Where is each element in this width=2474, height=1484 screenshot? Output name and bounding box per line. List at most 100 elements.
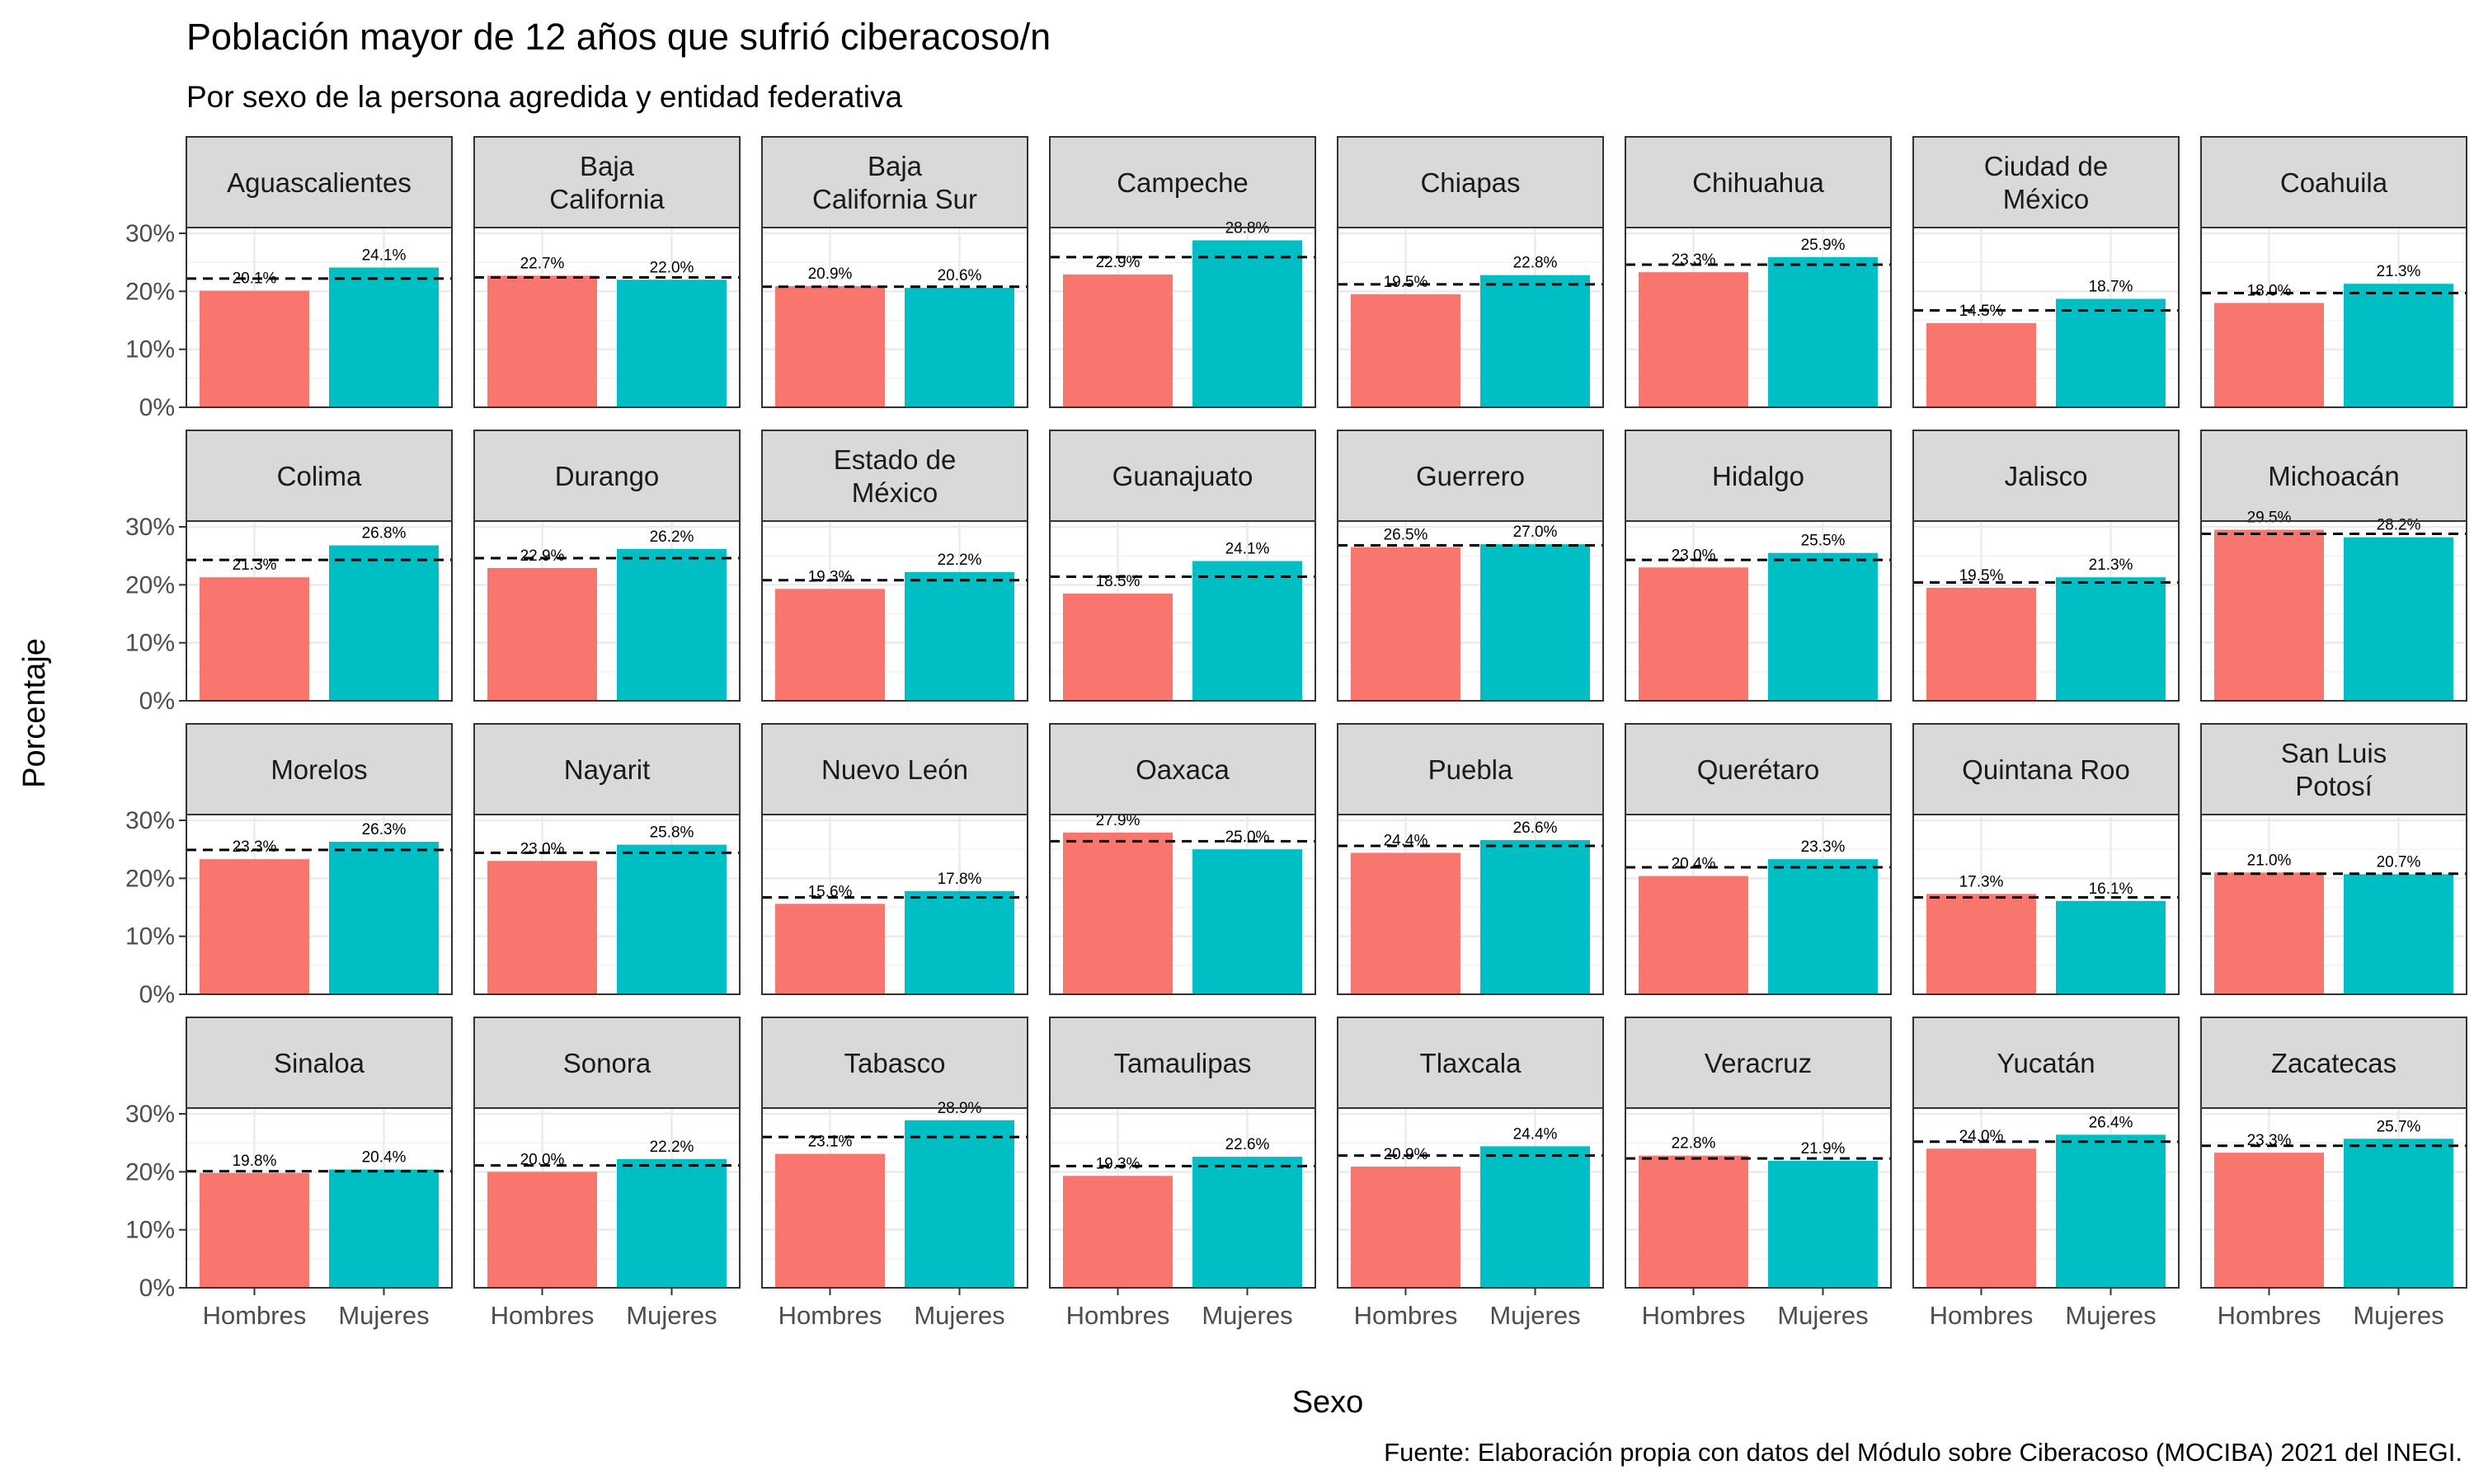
facet-panel: Colima 21.3% 26.8% 0% 10% 20% 30% <box>125 430 453 715</box>
data-label: 19.3% <box>808 568 853 585</box>
facet-strip-label: California <box>549 184 665 214</box>
data-label: 26.6% <box>1513 819 1558 837</box>
bar-mujeres <box>617 279 727 407</box>
bar-hombres <box>1926 323 2036 407</box>
x-tick-label: Hombres <box>491 1301 595 1330</box>
panel-border <box>2200 814 2467 995</box>
data-label: 24.4% <box>1513 1125 1558 1143</box>
panel-border <box>473 814 741 995</box>
facet-strip-label: Puebla <box>1428 754 1513 785</box>
panel-border <box>2200 520 2467 702</box>
facet-strip <box>1912 430 2180 522</box>
panel-border <box>473 1107 741 1289</box>
data-label: 24.1% <box>1225 541 1270 558</box>
y-tick-label: 30% <box>125 1101 175 1128</box>
x-tick-label: Hombres <box>778 1301 882 1330</box>
data-label: 26.3% <box>362 821 407 838</box>
bar-mujeres <box>905 571 1014 701</box>
data-label: 23.3% <box>1801 838 1846 856</box>
panel-border <box>1625 1107 1892 1289</box>
facet-strip <box>1049 136 1316 228</box>
y-tick-label: 0% <box>139 688 175 715</box>
bar-hombres <box>487 861 597 994</box>
bar-mujeres <box>1192 1157 1302 1288</box>
bar-hombres <box>775 1153 885 1288</box>
bar-mujeres <box>905 1120 1014 1288</box>
data-label: 20.7% <box>2377 853 2421 871</box>
data-label: 20.9% <box>808 265 853 283</box>
bar-mujeres <box>1192 849 1302 994</box>
facet-strip-label: Veracruz <box>1705 1048 1812 1078</box>
panel-border <box>186 814 453 995</box>
facet-strip <box>473 430 741 522</box>
data-label: 20.1% <box>233 270 277 288</box>
data-label: 17.8% <box>938 871 982 888</box>
facet-strip <box>186 136 453 228</box>
data-label: 23.3% <box>233 838 277 856</box>
data-label: 17.3% <box>1959 873 2004 890</box>
panel-border <box>1049 227 1316 408</box>
bar-hombres <box>1926 1148 2036 1288</box>
data-label: 20.4% <box>362 1149 407 1167</box>
bar-hombres <box>200 859 309 994</box>
facet-strip-label: Zacatecas <box>2271 1048 2396 1078</box>
facet-strip-label: Nuevo León <box>821 754 968 785</box>
bar-mujeres <box>329 545 439 701</box>
panel-border <box>1337 227 1604 408</box>
data-label: 28.2% <box>2377 517 2421 534</box>
data-label: 22.8% <box>1513 255 1558 272</box>
panel-border <box>1625 227 1892 408</box>
data-label: 22.2% <box>938 552 982 569</box>
facet-strip <box>1337 1017 1604 1109</box>
data-label: 26.8% <box>362 525 407 542</box>
facet-panel: Sinaloa 19.8% 20.4% 0% 10% 20% 30% Hombres Mujer… <box>125 1017 453 1330</box>
data-label: 24.4% <box>1384 832 1428 849</box>
x-tick-label: Hombres <box>2218 1301 2321 1330</box>
facet-strip-label: Guerrero <box>1416 461 1525 491</box>
chart-subtitle: Por sexo de la persona agredida y entida… <box>186 80 902 114</box>
panel-border <box>1625 520 1892 702</box>
facet-strip <box>1912 723 2180 815</box>
chart-title: Población mayor de 12 años que sufrió ci… <box>186 16 1051 58</box>
facet-strip <box>186 1017 453 1109</box>
bar-mujeres <box>617 548 727 701</box>
facet-strip <box>761 430 1028 522</box>
facet-panel: Nuevo León 15.6% 17.8% <box>761 723 1028 996</box>
bar-mujeres <box>617 1158 727 1288</box>
y-tick-label: 30% <box>125 514 175 541</box>
x-tick-label: Mujeres <box>1202 1301 1292 1330</box>
data-label: 19.5% <box>1959 567 2004 585</box>
facet-panel: Sonora 20.0% 22.2% Hombres Mujeres <box>473 1017 741 1330</box>
data-label: 21.9% <box>1801 1140 1846 1158</box>
data-label: 29.5% <box>2247 510 2292 527</box>
data-label: 26.4% <box>2089 1114 2133 1131</box>
facet-panel: Oaxaca 27.9% 25.0% <box>1049 723 1316 996</box>
data-label: 27.9% <box>1096 812 1141 829</box>
x-axis-title: Sexo <box>1292 1385 1364 1420</box>
data-label: 22.7% <box>520 255 565 272</box>
facet-strip-label: Nayarit <box>564 754 651 785</box>
bar-hombres <box>1063 274 1173 407</box>
panel-border <box>1912 814 2180 995</box>
panel-border <box>1049 814 1316 995</box>
data-label: 25.9% <box>1801 237 1846 254</box>
x-tick-label: Mujeres <box>2353 1301 2443 1330</box>
panel-border <box>186 227 453 408</box>
bar-mujeres <box>329 842 439 994</box>
data-label: 26.2% <box>650 528 694 546</box>
bar-hombres <box>1063 1176 1173 1288</box>
facet-strip-label: Tlaxcala <box>1420 1048 1522 1078</box>
facet-strip <box>1049 723 1316 815</box>
bar-hombres <box>1926 587 2036 701</box>
facet-strip <box>761 1017 1028 1109</box>
data-label: 22.2% <box>650 1139 694 1156</box>
facet-panels: Aguascalientes20.1%24.1%0%10%20%30%BajaC… <box>125 136 2467 1330</box>
data-label: 25.8% <box>650 824 694 842</box>
y-tick-label: 0% <box>139 394 175 421</box>
facet-strip-label: Durango <box>555 461 660 491</box>
facet-strip-label: Jalisco <box>2005 461 2088 491</box>
facet-panel: Guanajuato 18.5% 24.1% <box>1049 430 1316 702</box>
data-label: 20.0% <box>520 1151 565 1168</box>
